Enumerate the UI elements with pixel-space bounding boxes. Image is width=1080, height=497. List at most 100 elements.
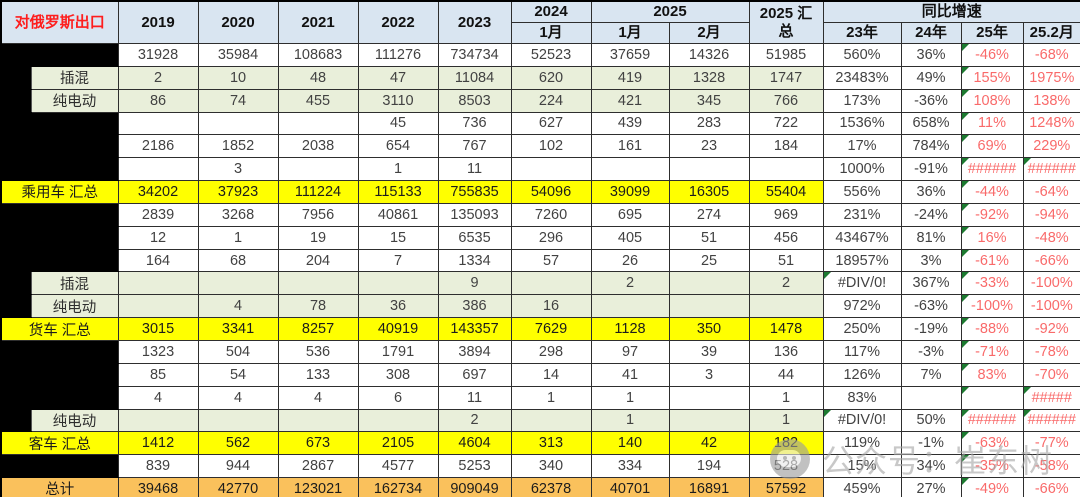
table-row: 乘用车 汇总 34202 37923 111224 115133 755835 54096 3… (0, 180, 1080, 204)
table-cell: 37923 (197, 180, 279, 204)
table-cell: 25 (668, 248, 750, 273)
table-cell: 23 (668, 134, 750, 159)
comment-triangle-icon (962, 250, 969, 257)
table-cell: 695 (590, 202, 670, 227)
table-cell: 367% (900, 271, 962, 296)
table-row: 纯电动 86 74 455 3110 8503 224 421 345 766 173% -36% 10… (0, 88, 1080, 113)
table-cell: 45 (357, 111, 439, 136)
table-cell: 54096 (510, 180, 592, 204)
table-cell: 972% (822, 294, 902, 319)
table-cell: 102 (510, 134, 592, 159)
table-cell: -1% (900, 431, 962, 456)
table-cell: 1128 (590, 317, 670, 341)
comment-triangle-icon (962, 67, 969, 74)
table-cell: 133 (277, 362, 359, 387)
table-cell: 74 (197, 88, 279, 113)
table-cell: 3894 (437, 339, 512, 364)
table-cell: 16 (510, 294, 592, 319)
table-cell: 15 (357, 225, 439, 250)
comment-triangle-icon (1024, 387, 1031, 394)
table-cell: 504 (197, 339, 279, 364)
table-cell: 620 (510, 65, 592, 90)
table-cell: 36 (357, 294, 439, 319)
col-header-2020: 2020 (197, 0, 279, 44)
table-cell: 2 (748, 271, 824, 296)
table-cell: 562 (197, 431, 279, 456)
col-header-growth-24: 24年 (900, 22, 962, 44)
col-header-2019: 2019 (117, 0, 199, 44)
row-label (0, 43, 119, 67)
table-cell: 2839 (117, 202, 199, 227)
table-cell (197, 408, 279, 433)
table-cell: ###### (1022, 157, 1080, 182)
table-cell: 50% (900, 408, 962, 433)
table-cell (277, 111, 359, 136)
comment-triangle-icon (962, 364, 969, 371)
comment-triangle-icon (962, 227, 969, 234)
table-cell: 1791 (357, 339, 439, 364)
table-cell: -58% (1022, 454, 1080, 479)
table-cell: 528 (748, 454, 824, 479)
table-cell: 755835 (437, 180, 512, 204)
table-cell: 231% (822, 202, 902, 227)
table-cell: 173% (822, 88, 902, 113)
table-cell: 345 (668, 88, 750, 113)
table-cell: 1975% (1022, 65, 1080, 90)
table-cell: 1747 (748, 65, 824, 90)
table-cell (900, 385, 962, 410)
table-cell: 135093 (437, 202, 512, 227)
table-cell: 658% (900, 111, 962, 136)
table-cell: -63% (960, 431, 1024, 456)
comment-triangle-icon (962, 295, 969, 303)
table-cell: 83% (822, 385, 902, 410)
table-cell: -66% (1022, 248, 1080, 273)
table-cell: 7% (900, 362, 962, 387)
table-cell: 627 (510, 111, 592, 136)
table-row: 1323 504 536 1791 3894 298 97 39 136 117% -3% -71% -… (0, 339, 1080, 364)
table-cell: 85 (117, 362, 199, 387)
comment-triangle-icon (962, 478, 969, 486)
table-cell (510, 408, 592, 433)
table-cell (117, 408, 199, 433)
table-cell: 1248% (1022, 111, 1080, 136)
table-cell: -100% (1022, 294, 1080, 319)
comment-triangle-icon (824, 272, 831, 280)
row-label: 插混 (30, 271, 119, 296)
table-cell: 7629 (510, 317, 592, 341)
table-cell: 111224 (277, 180, 359, 204)
col-header-growth-25feb: 25.2月 (1022, 22, 1080, 44)
table-cell: 36% (900, 43, 962, 67)
table-cell: 161 (590, 134, 670, 159)
table-cell: 250% (822, 317, 902, 341)
table-row: 插混 9 2 2 #DIV/0! 367% -33% -100% (0, 271, 1080, 296)
row-indent-spacer (0, 294, 32, 319)
table-cell: -92% (960, 202, 1024, 227)
table-cell: 5253 (437, 454, 512, 479)
comment-triangle-icon (962, 44, 969, 51)
table-cell: 2038 (277, 134, 359, 159)
table-cell: -48% (1022, 225, 1080, 250)
table-row: 12 1 19 15 6535 296 405 51 456 43467% 81% 16% -48% (0, 225, 1080, 250)
table-cell: 1412 (117, 431, 199, 456)
table-cell: -35% (960, 454, 1024, 479)
table-cell: 8503 (437, 88, 512, 113)
table-cell: 204 (277, 248, 359, 273)
table-cell: 1478 (748, 317, 824, 341)
table-cell: 455 (277, 88, 359, 113)
row-label: 客车 汇总 (0, 431, 119, 456)
table-cell: 556% (822, 180, 902, 204)
col-group-yoy-growth: 同比增速 (822, 0, 1080, 23)
table-cell: 194 (668, 454, 750, 479)
table-cell: 162734 (357, 477, 439, 497)
row-label (0, 454, 119, 479)
table-cell: 283 (668, 111, 750, 136)
table-cell: 1000% (822, 157, 902, 182)
table-cell: 36% (900, 180, 962, 204)
table-cell: 54 (197, 362, 279, 387)
table-cell: 784% (900, 134, 962, 159)
table-cell (668, 408, 750, 433)
table-cell: 456 (748, 225, 824, 250)
table-cell: 6535 (437, 225, 512, 250)
table-cell: -19% (900, 317, 962, 341)
